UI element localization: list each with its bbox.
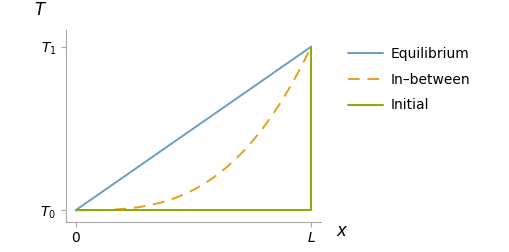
- Text: $x$: $x$: [336, 222, 348, 240]
- Equilibrium: [221, 106, 227, 109]
- Initial: [73, 209, 79, 212]
- Equilibrium: [243, 91, 249, 94]
- Equilibrium: [308, 45, 314, 48]
- Equilibrium: [73, 209, 79, 212]
- In–between: [73, 209, 79, 212]
- Line: In–between: In–between: [76, 47, 311, 210]
- In–between: [149, 203, 155, 206]
- In–between: [244, 146, 250, 149]
- Equilibrium: [101, 189, 107, 192]
- Legend: Equilibrium, In–between, Initial: Equilibrium, In–between, Initial: [348, 47, 471, 112]
- Line: Initial: Initial: [76, 47, 311, 210]
- Initial: [308, 209, 314, 212]
- Initial: [308, 45, 314, 48]
- Text: $T$: $T$: [34, 1, 47, 19]
- Equilibrium: [149, 155, 155, 159]
- Equilibrium: [166, 144, 172, 147]
- In–between: [308, 45, 314, 48]
- Line: Equilibrium: Equilibrium: [76, 47, 311, 210]
- In–between: [243, 147, 249, 150]
- In–between: [101, 208, 107, 211]
- In–between: [221, 168, 227, 171]
- Equilibrium: [244, 90, 250, 93]
- In–between: [166, 199, 172, 202]
